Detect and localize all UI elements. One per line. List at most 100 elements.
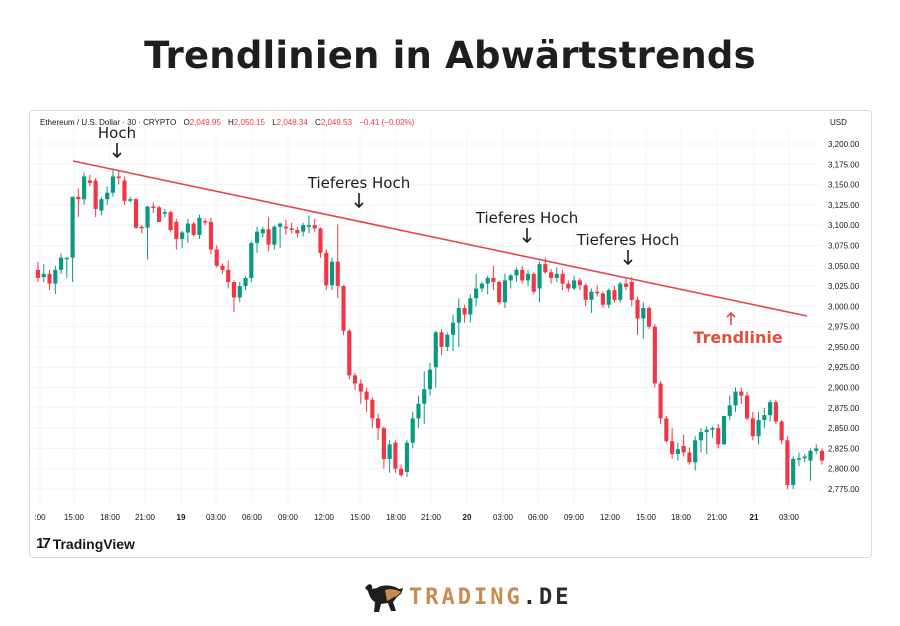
candle: [710, 426, 715, 438]
arrow-down-icon: [522, 228, 532, 244]
candle: [168, 210, 173, 232]
candle: [531, 272, 536, 295]
candle: [646, 306, 652, 330]
x-tick-label: 03:00: [493, 513, 514, 522]
candle: [681, 434, 686, 457]
candle: [733, 387, 738, 412]
candle: [387, 440, 392, 473]
x-tick-label: 09:00: [278, 513, 299, 522]
x-tick-label: 12:00: [314, 513, 335, 522]
candle: [474, 273, 479, 307]
candle: [260, 226, 265, 238]
candle: [600, 291, 606, 308]
candle: [99, 196, 104, 216]
candle: [589, 288, 594, 313]
candle: [629, 277, 634, 307]
open-value: 2,049.95: [189, 118, 221, 127]
high-annotation: Tieferes Hoch: [307, 174, 410, 209]
x-tick-label: 12:00: [600, 513, 621, 522]
candle: [750, 411, 755, 441]
y-tick-label: 2,950.00: [828, 343, 860, 352]
candle: [716, 424, 721, 449]
candle: [508, 273, 513, 289]
candle: [185, 218, 190, 244]
high-value: 2,050.15: [233, 118, 265, 127]
candle: [82, 172, 87, 205]
candle: [577, 277, 582, 291]
low-label: L: [272, 118, 277, 127]
candle: [427, 363, 433, 396]
candle: [612, 286, 617, 303]
candle: [197, 214, 202, 239]
candle: [76, 188, 81, 218]
y-tick-label: 3,025.00: [828, 282, 860, 291]
candle: [156, 205, 162, 222]
y-tick-label: 3,100.00: [828, 221, 860, 230]
candle: [237, 282, 242, 303]
candle: [226, 260, 231, 289]
y-tick-label: 3,150.00: [828, 181, 860, 190]
candle: [352, 372, 358, 390]
y-tick-label: 3,175.00: [828, 160, 860, 169]
candle: [324, 249, 329, 291]
open-label: O: [183, 118, 190, 127]
candle: [583, 283, 588, 307]
candle: [416, 395, 421, 429]
y-tick-label: 2,825.00: [828, 444, 860, 453]
candlestick-plot[interactable]: 3,200.00 3,175.00 3,150.00 3,125.00 3,100.00…: [30, 111, 872, 558]
y-tick-label: 3,000.00: [828, 302, 860, 311]
trading-de-logo: TRADING.DE: [363, 580, 571, 614]
candle: [606, 288, 611, 308]
candle: [693, 436, 698, 471]
candle: [139, 225, 144, 234]
candle: [376, 413, 381, 441]
chart-legend: Ethereum / U.S. Dollar · 30 · CRYPTO O2,…: [40, 118, 414, 127]
svg-text:Trendlinie: Trendlinie: [693, 328, 783, 347]
candle: [110, 168, 116, 197]
candle: [445, 332, 450, 351]
trendline[interactable]: [72, 160, 808, 317]
candle: [272, 225, 277, 250]
low-value: 2,048.34: [276, 118, 308, 127]
candle: [58, 253, 64, 274]
candle: [727, 395, 732, 420]
arrow-down-icon: [354, 193, 364, 209]
candle: [70, 196, 75, 282]
high-annotation: Tieferes Hoch: [576, 231, 679, 266]
candle: [658, 381, 663, 425]
candle: [779, 420, 784, 445]
candle: [122, 176, 127, 205]
arrow-down-icon: [112, 143, 122, 159]
candle: [635, 296, 640, 335]
y-tick-label: 3,075.00: [828, 241, 860, 250]
candle: [502, 273, 508, 308]
brand-tld: .DE: [522, 584, 572, 610]
candle: [358, 379, 363, 404]
candle: [814, 444, 819, 455]
candle: [456, 298, 461, 347]
candle: [802, 454, 807, 463]
candle: [739, 387, 744, 404]
y-tick-label: 2,900.00: [828, 384, 860, 393]
chart-panel[interactable]: Ethereum / U.S. Dollar · 30 · CRYPTO O2,…: [29, 110, 872, 558]
candle: [422, 371, 427, 425]
candle: [618, 282, 623, 303]
close-value: 2,049.53: [320, 118, 352, 127]
candle: [796, 452, 802, 467]
candle: [41, 264, 46, 282]
y-tick-label: 2,850.00: [828, 424, 860, 433]
y-tick-label: 2,875.00: [828, 404, 860, 413]
candle: [762, 407, 767, 429]
x-tick-label: 18:00: [100, 513, 121, 522]
candle: [468, 294, 473, 323]
candle: [145, 205, 150, 260]
x-tick-label: 15:00: [64, 513, 85, 522]
candle: [641, 302, 646, 339]
candle: [537, 261, 542, 303]
x-tick-label: 18:00: [671, 513, 692, 522]
candle: [514, 267, 519, 282]
candle: [203, 218, 208, 226]
candle: [214, 245, 219, 268]
candle: [768, 399, 773, 422]
candle: [520, 265, 525, 284]
